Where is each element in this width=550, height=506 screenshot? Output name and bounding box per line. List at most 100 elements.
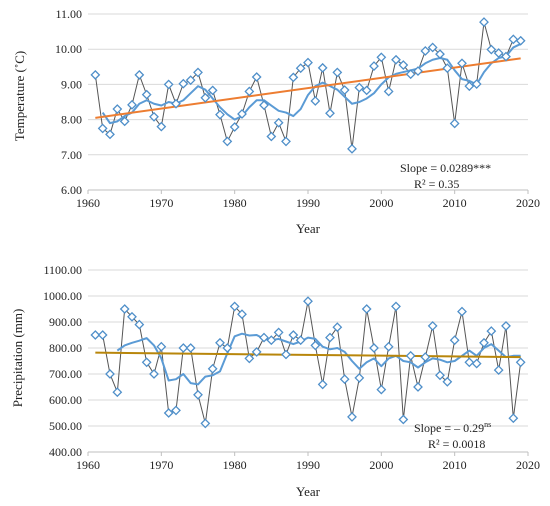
temperature-observed-line [94, 21, 521, 149]
temperature-data-point [105, 129, 115, 140]
precipitation-data-point [376, 384, 387, 395]
precipitation-chart: 400.00 500.00 600.00 700.00 800.00 900.00 1000… [10, 263, 540, 499]
precipitation-x-tick-label: 1990 [296, 458, 320, 472]
temperature-x-ticks: 1960 1970 1980 1990 2000 2010 2020 [76, 190, 540, 210]
temperature-data-point [486, 44, 497, 55]
temperature-data-point [325, 108, 335, 119]
precipitation-data-point [479, 337, 489, 348]
temperature-y-tick-label: 9.00 [61, 77, 82, 91]
temperature-data-point [303, 57, 313, 68]
temperature-y-tick-label: 7.00 [61, 148, 82, 162]
precipitation-data-point [185, 343, 196, 353]
precipitation-slope-value: – 0.29 [453, 421, 484, 435]
temperature-data-point [361, 85, 372, 96]
precipitation-data-point [310, 340, 321, 351]
temperature-data-point [383, 86, 394, 97]
temperature-y-ticks: 6.00 7.00 8.00 9.00 10.00 11.00 [55, 7, 82, 197]
temperature-slope-significance: *** [473, 161, 491, 175]
precipitation-data-point [178, 343, 189, 353]
temperature-data-point [317, 62, 328, 73]
precipitation-y-tick-label: 1000.00 [43, 289, 82, 303]
precipitation-smoothed-line [116, 332, 521, 386]
precipitation-data-point [515, 357, 526, 368]
temperature-data-point [90, 69, 101, 80]
temperature-data-point [391, 54, 401, 65]
temperature-y-tick-label: 11.00 [55, 7, 82, 21]
temperature-data-point [369, 61, 379, 72]
precipitation-gridlines [88, 269, 528, 427]
precipitation-x-tick-label: 1980 [223, 458, 247, 472]
precipitation-data-point [398, 414, 409, 425]
temperature-data-point [464, 81, 475, 92]
precipitation-data-point [464, 357, 475, 368]
temperature-data-point [178, 78, 189, 89]
precipitation-observed-line [95, 301, 522, 424]
precipitation-data-point [501, 320, 511, 331]
precipitation-trend-line [95, 351, 521, 359]
temperature-slope-prefix: Slope = [400, 161, 440, 175]
temperature-data-point [288, 72, 299, 83]
temperature-data-point [435, 49, 445, 60]
precipitation-data-point [413, 382, 423, 392]
precipitation-data-point [332, 322, 343, 333]
temperature-data-point [112, 104, 123, 114]
precipitation-data-point [251, 346, 262, 357]
precipitation-y-axis-label: Precipitation (mm) [10, 309, 25, 408]
temperature-data-point [442, 63, 453, 74]
precipitation-data-point [119, 304, 130, 314]
temperature-y-tick-label: 8.00 [61, 113, 82, 127]
precipitation-data-point [171, 405, 181, 416]
precipitation-data-point [420, 352, 431, 363]
temperature-data-point [295, 63, 306, 74]
temperature-data-point [134, 69, 145, 80]
precipitation-data-point [427, 320, 438, 331]
precipitation-data-point [244, 353, 255, 364]
temperature-data-point [193, 67, 203, 78]
precipitation-data-point [215, 337, 225, 348]
precipitation-data-point [281, 349, 291, 360]
precipitation-data-point [229, 301, 240, 312]
temperature-x-tick-label: 1990 [296, 196, 320, 210]
temperature-slope-value: 0.0289 [440, 161, 473, 175]
temperature-data-point [185, 75, 196, 86]
precipitation-data-point [361, 304, 372, 314]
precipitation-data-point [90, 330, 101, 340]
temperature-plot-area [90, 17, 526, 154]
precipitation-data-point [200, 418, 211, 429]
precipitation-data-point [303, 296, 313, 307]
temperature-data-point [127, 99, 137, 110]
precipitation-data-point [369, 343, 379, 353]
temperature-data-point [259, 100, 269, 111]
temperature-x-axis-label: Year [296, 221, 321, 236]
temperature-data-point [427, 42, 438, 53]
precipitation-data-point [317, 379, 328, 390]
precipitation-data-point [383, 341, 394, 352]
temperature-data-point [332, 67, 343, 78]
precipitation-x-tick-label: 1970 [149, 458, 173, 472]
precipitation-data-point [493, 365, 504, 376]
temperature-data-point [471, 79, 482, 89]
precipitation-data-point [347, 411, 357, 422]
precipitation-x-ticks: 1960 1970 1980 1990 2000 2010 2020 [76, 452, 540, 472]
temperature-data-point [354, 82, 365, 93]
temperature-x-tick-label: 2010 [443, 196, 467, 210]
temperature-y-tick-label: 6.00 [61, 183, 82, 197]
precipitation-data-point [354, 372, 365, 383]
temperature-data-point [200, 92, 211, 103]
precipitation-x-tick-label: 2010 [443, 458, 467, 472]
temperature-gridlines [88, 13, 528, 156]
temperature-data-point [251, 72, 262, 82]
temperature-data-point [479, 17, 489, 28]
temperature-x-tick-label: 1970 [149, 196, 173, 210]
temperature-x-tick-label: 2020 [516, 196, 540, 210]
temperature-data-point [508, 34, 519, 45]
precipitation-slope-prefix: Slope = [414, 421, 454, 435]
precipitation-data-point [259, 332, 269, 343]
precipitation-data-point [449, 335, 460, 346]
precipitation-x-tick-label: 2000 [369, 458, 393, 472]
temperature-data-point [163, 79, 174, 90]
temperature-data-point [501, 51, 511, 62]
temperature-data-point [457, 58, 467, 69]
precipitation-data-point [457, 306, 467, 317]
